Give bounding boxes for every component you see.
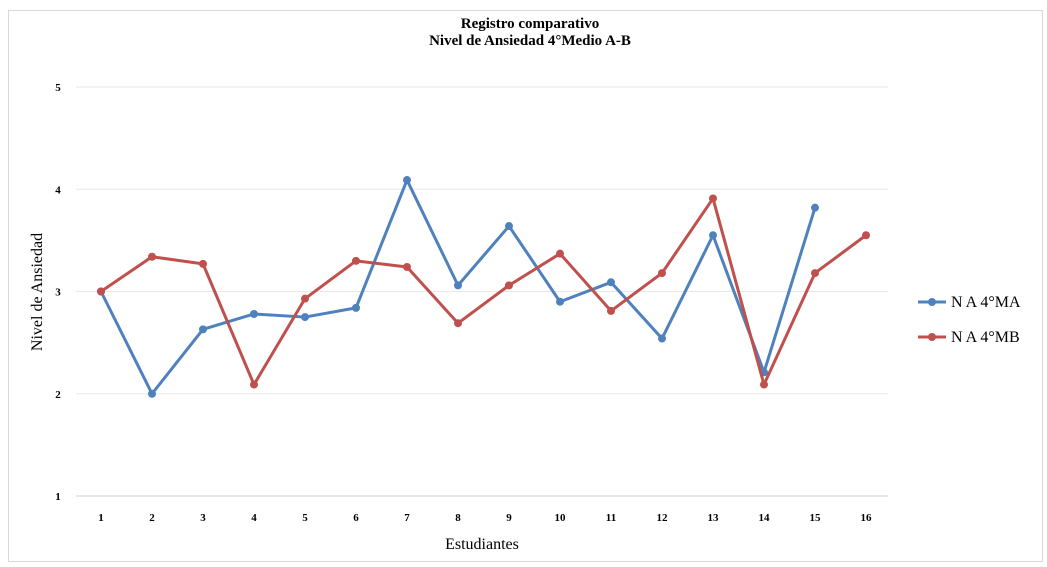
- x-tick-label: 13: [708, 512, 720, 524]
- data-point: [454, 281, 462, 290]
- data-point: [250, 309, 258, 318]
- x-tick-label: 2: [149, 512, 155, 524]
- chart-title: Registro comparativo: [461, 16, 599, 32]
- x-tick-label: 11: [606, 512, 616, 524]
- x-tick-label: 14: [759, 512, 771, 524]
- data-point: [199, 259, 207, 268]
- x-tick-label: 15: [810, 512, 822, 524]
- data-point: [556, 249, 564, 258]
- data-point: [301, 313, 309, 322]
- legend-marker: [928, 298, 936, 306]
- data-point: [709, 194, 717, 203]
- x-tick-label: 1: [98, 512, 104, 524]
- data-point: [352, 303, 360, 312]
- y-tick-labels: 1 2 3 4 5: [55, 82, 61, 503]
- legend-label: N A 4°MB: [951, 329, 1020, 346]
- legend-item: N A 4°MA: [918, 294, 1021, 311]
- series: [97, 176, 870, 398]
- x-tick-label: 10: [555, 512, 567, 524]
- chart-frame: [8, 10, 1043, 562]
- chart-subtitle: Nivel de Ansiedad 4°Medio A-B: [429, 33, 631, 49]
- data-point: [658, 334, 666, 343]
- data-point: [403, 176, 411, 185]
- legend-item: N A 4°MB: [918, 329, 1020, 346]
- x-tick-labels: 1 2 3 4 5 6 7 8 9 10 11 12 13 14 15 16: [98, 512, 872, 524]
- series-line: [99, 196, 868, 387]
- x-tick-label: 12: [657, 512, 669, 524]
- data-point: [607, 278, 615, 287]
- data-point: [454, 319, 462, 328]
- series-1: [97, 176, 819, 398]
- x-tick-label: 8: [455, 512, 461, 524]
- data-point: [505, 281, 513, 290]
- x-tick-label: 3: [200, 512, 206, 524]
- x-tick-label: 6: [353, 512, 359, 524]
- x-tick-label: 16: [861, 512, 873, 524]
- y-tick-label: 3: [55, 287, 61, 299]
- data-point: [199, 325, 207, 334]
- data-point: [403, 262, 411, 271]
- y-tick-label: 4: [55, 184, 61, 196]
- data-point: [301, 294, 309, 303]
- y-tick-label: 1: [55, 491, 61, 503]
- legend-label: N A 4°MA: [951, 294, 1021, 311]
- x-tick-label: 5: [302, 512, 308, 524]
- x-tick-label: 4: [251, 512, 257, 524]
- data-point: [811, 269, 819, 278]
- gridlines: [76, 86, 888, 497]
- data-point: [250, 380, 258, 389]
- data-point: [148, 252, 156, 261]
- legend-marker: [928, 333, 936, 341]
- x-axis-title: Estudiantes: [445, 536, 519, 553]
- data-point: [148, 389, 156, 398]
- data-point: [760, 380, 768, 389]
- data-point: [811, 203, 819, 212]
- y-tick-label: 5: [55, 82, 61, 94]
- data-point: [352, 256, 360, 265]
- x-tick-label: 7: [404, 512, 410, 524]
- data-point: [658, 269, 666, 278]
- series-2: [97, 194, 870, 389]
- data-point: [862, 231, 870, 240]
- data-point: [607, 306, 615, 315]
- data-point: [505, 222, 513, 231]
- y-tick-label: 2: [55, 389, 61, 401]
- data-point: [97, 287, 105, 296]
- y-axis-title: Nivel de Ansiedad: [29, 233, 46, 351]
- data-point: [556, 297, 564, 306]
- data-point: [709, 231, 717, 240]
- legend: N A 4°MA N A 4°MB: [918, 294, 1021, 346]
- x-tick-label: 9: [506, 512, 512, 524]
